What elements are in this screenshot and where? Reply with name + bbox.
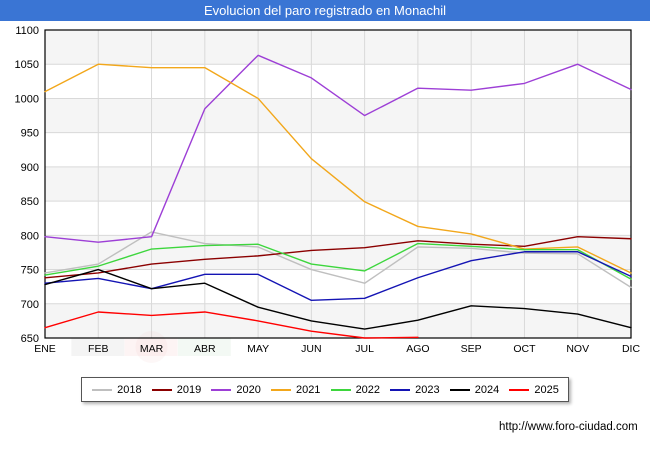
svg-text:NOV: NOV: [566, 343, 589, 355]
svg-text:850: 850: [21, 196, 39, 208]
svg-text:ENE: ENE: [34, 343, 56, 355]
svg-text:JUN: JUN: [301, 343, 321, 355]
svg-text:SEP: SEP: [461, 343, 482, 355]
svg-text:MAY: MAY: [247, 343, 269, 355]
svg-text:900: 900: [21, 162, 39, 174]
svg-text:JUL: JUL: [355, 343, 374, 355]
svg-text:MAR: MAR: [140, 343, 164, 355]
svg-text:AGO: AGO: [406, 343, 429, 355]
svg-text:800: 800: [21, 230, 39, 242]
svg-text:OCT: OCT: [513, 343, 536, 355]
svg-text:700: 700: [21, 299, 39, 311]
svg-text:DIC: DIC: [622, 343, 641, 355]
svg-text:ABR: ABR: [194, 343, 216, 355]
svg-text:1050: 1050: [15, 59, 39, 71]
svg-text:950: 950: [21, 128, 39, 140]
svg-text:FEB: FEB: [88, 343, 108, 355]
svg-text:1000: 1000: [15, 93, 39, 105]
svg-text:750: 750: [21, 265, 39, 277]
svg-text:1100: 1100: [15, 25, 39, 37]
